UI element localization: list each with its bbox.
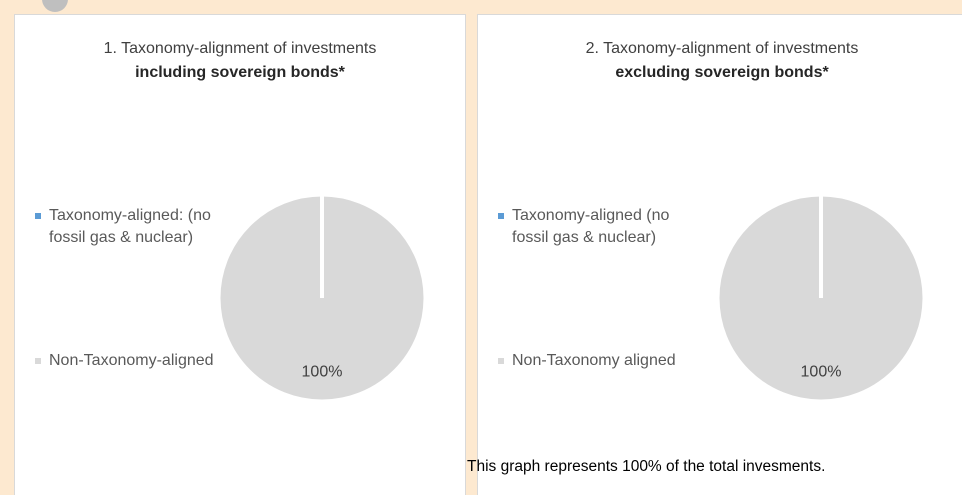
panel: 1. Taxonomy-alignment of investments incl… bbox=[14, 14, 466, 495]
chart-title: 2. Taxonomy-alignment of investments excl… bbox=[478, 37, 962, 85]
chart-title: 1. Taxonomy-alignment of investments incl… bbox=[15, 37, 465, 85]
data-label: 100% bbox=[302, 363, 343, 380]
legend-swatch bbox=[498, 213, 504, 219]
data-label: 100% bbox=[801, 363, 842, 380]
title-line: 1. Taxonomy-alignment of investments bbox=[103, 40, 377, 57]
legend-label: Taxonomy-aligned (no fossil gas & nuclea… bbox=[512, 207, 670, 246]
pie-chart: 100% bbox=[217, 193, 427, 403]
legend-label: Taxonomy-aligned: (no fossil gas & nucle… bbox=[49, 207, 211, 246]
footnote: This graph represents 100% of the total … bbox=[467, 458, 826, 475]
legend-swatch bbox=[35, 358, 41, 364]
legend-item: Non-Taxonomy-aligned bbox=[35, 350, 229, 372]
legend-item: Taxonomy-aligned: (no fossil gas & nucle… bbox=[35, 205, 229, 249]
legend-swatch bbox=[35, 213, 41, 219]
legend-swatch bbox=[498, 358, 504, 364]
badge bbox=[42, 0, 68, 12]
subtitle: including sovereign bonds* bbox=[135, 64, 345, 81]
subtitle: excluding sovereign bonds* bbox=[615, 64, 829, 81]
legend-item: Taxonomy-aligned (no fossil gas & nuclea… bbox=[498, 205, 692, 249]
legend-label: Non-Taxonomy aligned bbox=[512, 352, 676, 369]
legend-label: Non-Taxonomy-aligned bbox=[49, 352, 214, 369]
title-line: 2. Taxonomy-alignment of investments bbox=[585, 40, 859, 57]
legend-item: Non-Taxonomy aligned bbox=[498, 350, 692, 372]
pie-chart: 100% bbox=[716, 193, 926, 403]
panel: 2. Taxonomy-alignment of investments excl… bbox=[477, 14, 962, 495]
